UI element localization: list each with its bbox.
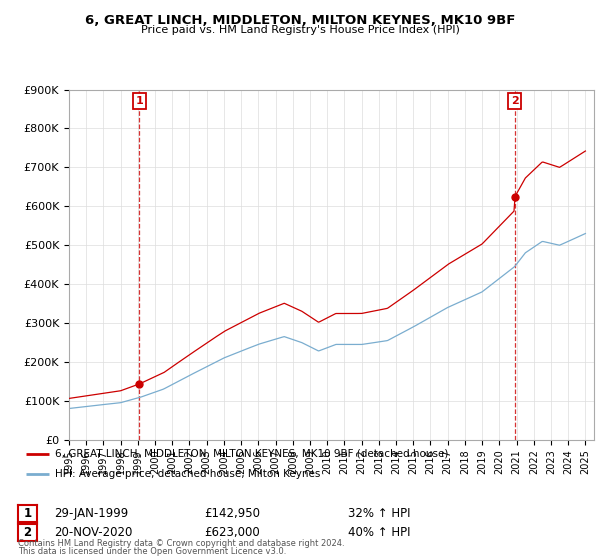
Text: 40% ↑ HPI: 40% ↑ HPI <box>348 526 410 539</box>
Text: £623,000: £623,000 <box>204 526 260 539</box>
Text: This data is licensed under the Open Government Licence v3.0.: This data is licensed under the Open Gov… <box>18 547 286 556</box>
Text: £142,950: £142,950 <box>204 507 260 520</box>
Text: 32% ↑ HPI: 32% ↑ HPI <box>348 507 410 520</box>
Text: 6, GREAT LINCH, MIDDLETON, MILTON KEYNES, MK10 9BF (detached house): 6, GREAT LINCH, MIDDLETON, MILTON KEYNES… <box>55 449 448 459</box>
Text: 6, GREAT LINCH, MIDDLETON, MILTON KEYNES, MK10 9BF: 6, GREAT LINCH, MIDDLETON, MILTON KEYNES… <box>85 14 515 27</box>
Text: Contains HM Land Registry data © Crown copyright and database right 2024.: Contains HM Land Registry data © Crown c… <box>18 539 344 548</box>
Text: 2: 2 <box>23 526 32 539</box>
Text: Price paid vs. HM Land Registry's House Price Index (HPI): Price paid vs. HM Land Registry's House … <box>140 25 460 35</box>
Text: 1: 1 <box>23 507 32 520</box>
Text: 20-NOV-2020: 20-NOV-2020 <box>54 526 133 539</box>
Text: 2: 2 <box>511 96 518 106</box>
Text: 1: 1 <box>136 96 143 106</box>
Text: 29-JAN-1999: 29-JAN-1999 <box>54 507 128 520</box>
Text: HPI: Average price, detached house, Milton Keynes: HPI: Average price, detached house, Milt… <box>55 469 320 479</box>
